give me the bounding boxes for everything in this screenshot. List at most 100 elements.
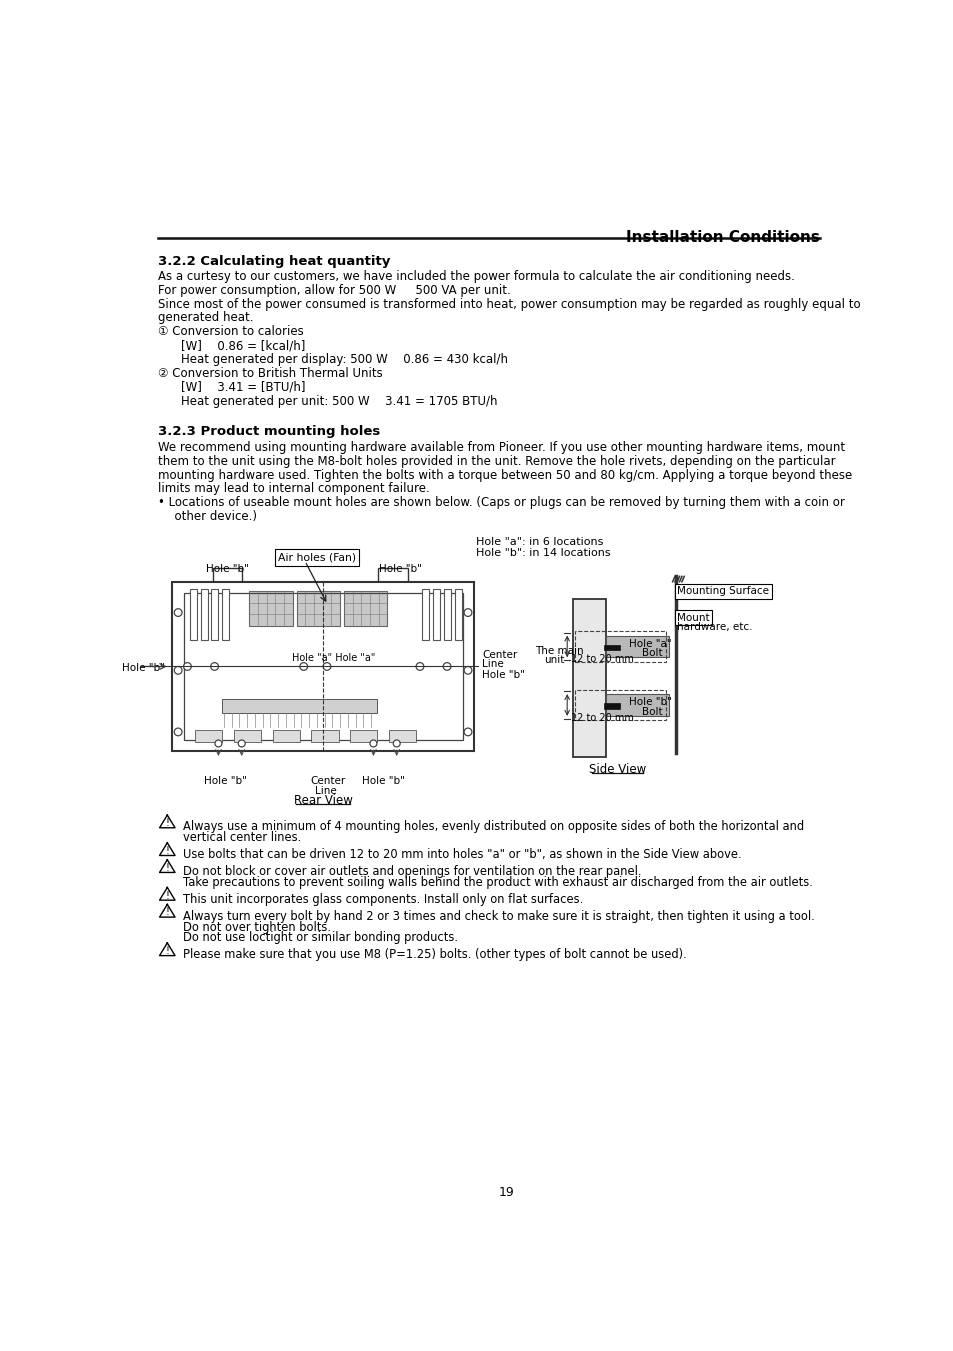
Text: 3.2.3 Product mounting holes: 3.2.3 Product mounting holes [158,426,380,439]
Text: Mount: Mount [677,612,709,623]
Text: Hole "a" Hole "a": Hole "a" Hole "a" [292,654,375,663]
Text: Please make sure that you use M8 (P=1.25) bolts. (other types of bolt cannot be : Please make sure that you use M8 (P=1.25… [183,948,686,962]
Text: other device.): other device.) [167,511,257,523]
Text: Do not block or cover air outlets and openings for ventilation on the rear panel: Do not block or cover air outlets and op… [183,865,640,878]
Bar [190,589,196,639]
Bar [575,689,666,720]
Circle shape [219,585,224,589]
Text: Air holes (Fan): Air holes (Fan) [277,553,355,562]
Text: hardware, etc.: hardware, etc. [677,621,752,632]
Text: For power consumption, allow for 500 W   500 VA per unit.: For power consumption, allow for 500 W 5… [158,284,510,297]
Bar [273,731,299,742]
Bar [350,731,377,742]
Text: Hole "b": Hole "b" [629,697,671,708]
Text: generated heat.: generated heat. [158,312,253,324]
Circle shape [416,662,423,670]
Text: 12 to 20 mm: 12 to 20 mm [571,654,634,665]
Text: limits may lead to internal component failure.: limits may lead to internal component fa… [158,482,429,496]
Bar [389,731,416,742]
Text: mounting hardware used. Tighten the bolts with a torque between 50 and 80 kg/cm.: mounting hardware used. Tighten the bolt… [158,469,851,481]
Bar [311,731,338,742]
Text: 19: 19 [498,1186,514,1200]
Bar [222,698,377,713]
Text: them to the unit using the M8-bolt holes provided in the unit. Remove the hole r: them to the unit using the M8-bolt holes… [158,455,835,467]
Text: Side View: Side View [588,763,645,775]
Text: Bolt: Bolt [641,648,661,658]
Text: [W]  0.86 = [kcal/h]: [W] 0.86 = [kcal/h] [181,339,305,353]
Circle shape [211,662,218,670]
Circle shape [384,585,389,589]
Text: Rear View: Rear View [294,793,353,807]
Bar [605,636,669,657]
Bar [172,582,474,751]
Text: Hole "b": Hole "b" [204,775,247,786]
Bar [455,589,461,639]
Text: Heat generated per display: 500 W  0.86 = 430 kcal/h: Heat generated per display: 500 W 0.86 =… [181,353,508,366]
Circle shape [299,662,307,670]
Text: 3.2.2 Calculating heat quantity: 3.2.2 Calculating heat quantity [158,254,390,267]
Bar [377,567,407,582]
Text: Use bolts that can be driven 12 to 20 mm into holes "a" or "b", as shown in the : Use bolts that can be driven 12 to 20 mm… [183,848,740,861]
Circle shape [396,585,401,589]
Text: Hole "b": Hole "b" [121,662,164,673]
Text: Center: Center [481,650,517,659]
Circle shape [174,728,182,736]
Text: !: ! [165,846,169,857]
Text: [W]  3.41 = [BTU/h]: [W] 3.41 = [BTU/h] [181,381,305,393]
Text: !: ! [165,946,169,957]
Bar [443,589,451,639]
Text: Installation Conditions: Installation Conditions [625,230,819,245]
Circle shape [370,740,376,747]
Circle shape [214,740,222,747]
Text: Hole "b": Hole "b" [206,565,249,574]
Bar [344,590,387,626]
Text: ① Conversion to calories: ① Conversion to calories [158,326,303,338]
Text: Line: Line [481,659,503,669]
Bar [200,589,208,639]
Text: Hole "a": Hole "a" [629,639,671,648]
Text: Center: Center [311,775,346,786]
Circle shape [238,740,245,747]
Circle shape [323,662,331,670]
Text: Hole "b": Hole "b" [481,670,524,680]
Text: Take precautions to prevent soiling walls behind the product with exhaust air di: Take precautions to prevent soiling wall… [183,875,812,889]
Text: ② Conversion to British Thermal Units: ② Conversion to British Thermal Units [158,367,382,380]
Circle shape [443,662,451,670]
Text: Heat generated per unit: 500 W  3.41 = 1705 BTU/h: Heat generated per unit: 500 W 3.41 = 17… [181,394,497,408]
Text: !: ! [165,863,169,873]
Text: Do not use loctight or similar bonding products.: Do not use loctight or similar bonding p… [183,931,457,944]
Bar [233,731,261,742]
Text: We recommend using mounting hardware available from Pioneer. If you use other mo: We recommend using mounting hardware ava… [158,440,844,454]
Circle shape [464,609,472,616]
Text: Always use a minimum of 4 mounting holes, evenly distributed on opposite sides o: Always use a minimum of 4 mounting holes… [183,820,803,834]
Text: Since most of the power consumed is transformed into heat, power consumption may: Since most of the power consumed is tran… [158,297,860,311]
Bar [573,600,605,758]
Circle shape [174,666,182,674]
Bar [603,704,619,709]
Bar [222,589,229,639]
Text: !: ! [165,890,169,901]
Bar [212,589,218,639]
Text: This unit incorporates glass components. Install only on flat surfaces.: This unit incorporates glass components.… [183,893,582,907]
Bar [422,589,429,639]
Bar [183,593,462,739]
Circle shape [232,585,236,589]
Text: unit: unit [543,655,564,665]
Text: Line: Line [315,786,336,796]
Text: Bolt: Bolt [641,707,661,716]
Text: Mounting Surface: Mounting Surface [677,586,768,596]
Circle shape [393,740,399,747]
Circle shape [464,666,472,674]
Bar [195,731,222,742]
Text: !: ! [165,819,169,828]
Text: Hole "b": Hole "b" [361,775,404,786]
Text: As a curtesy to our customers, we have included the power formula to calculate t: As a curtesy to our customers, we have i… [158,270,794,282]
Bar [603,644,619,650]
Text: • Locations of useable mount holes are shown below. (Caps or plugs can be remove: • Locations of useable mount holes are s… [158,496,844,509]
Bar [213,567,242,582]
Circle shape [464,728,472,736]
Text: Hole "b": in 14 locations: Hole "b": in 14 locations [476,549,610,558]
Text: Hole "a": in 6 locations: Hole "a": in 6 locations [476,538,602,547]
Bar [433,589,439,639]
Text: 12 to 20 mm: 12 to 20 mm [571,713,634,723]
